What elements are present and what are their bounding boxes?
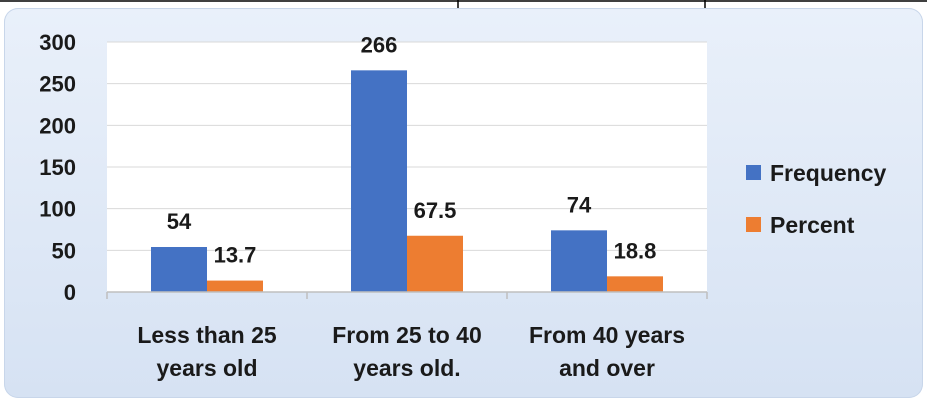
data-label-frequency: 74 (567, 192, 592, 217)
y-tick-label: 0 (64, 280, 76, 305)
data-labels: 54 13.7 266 67.5 74 18.8 (167, 32, 657, 267)
table-top-rule (0, 0, 927, 8)
bar-frequency (151, 247, 207, 292)
y-tick-label: 100 (39, 197, 76, 222)
data-label-percent: 13.7 (214, 243, 257, 268)
y-tick-label: 200 (39, 113, 76, 138)
bar-frequency (351, 70, 407, 292)
y-axis-ticks: 0 50 100 150 200 250 300 (39, 30, 76, 305)
bar-percent (607, 276, 663, 292)
legend-swatch-percent (746, 217, 761, 232)
y-tick-label: 150 (39, 155, 76, 180)
legend-label-percent: Percent (770, 212, 855, 238)
y-tick-label: 300 (39, 30, 76, 55)
x-axis (106, 291, 708, 299)
category-labels: Less than 25 years old From 25 to 40 years … (137, 322, 685, 381)
legend-label-frequency: Frequency (770, 160, 887, 186)
category-label: From 25 to 40 years old. (332, 322, 482, 381)
legend-swatch-frequency (746, 165, 761, 180)
category-label: Less than 25 years old (137, 322, 277, 381)
bar-percent (207, 280, 263, 292)
bar-percent (407, 235, 463, 292)
bar-frequency (551, 230, 607, 292)
y-tick-label: 50 (52, 238, 76, 263)
y-tick-label: 250 (39, 72, 76, 97)
data-label-percent: 67.5 (414, 198, 457, 223)
legend: Frequency Percent (746, 160, 887, 238)
data-label-frequency: 54 (167, 209, 192, 234)
bars (151, 70, 663, 292)
data-label-frequency: 266 (361, 32, 398, 57)
data-label-percent: 18.8 (614, 238, 657, 263)
category-label: From 40 years and over (529, 322, 685, 381)
